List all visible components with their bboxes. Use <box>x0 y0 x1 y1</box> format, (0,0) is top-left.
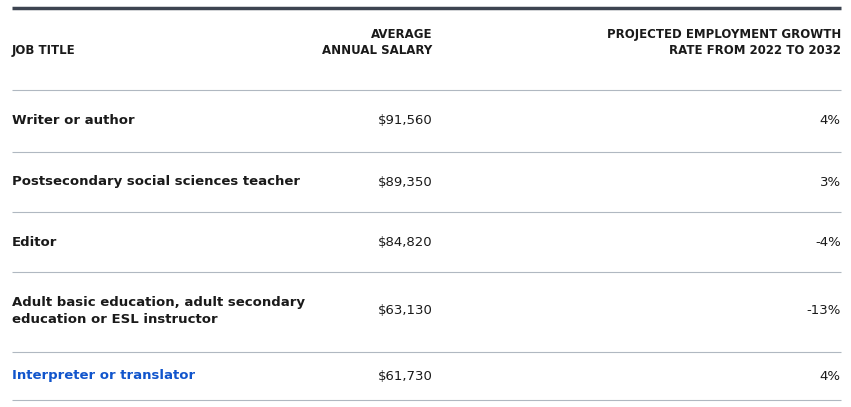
Text: $84,820: $84,820 <box>378 236 432 249</box>
Text: Editor: Editor <box>12 236 57 249</box>
Text: AVERAGE: AVERAGE <box>371 28 432 41</box>
Text: $89,350: $89,350 <box>378 175 432 188</box>
Text: JOB TITLE: JOB TITLE <box>12 44 76 57</box>
Text: 4%: 4% <box>820 370 841 383</box>
Text: Adult basic education, adult secondary
education or ESL instructor: Adult basic education, adult secondary e… <box>12 296 305 326</box>
Text: Writer or author: Writer or author <box>12 114 134 127</box>
Text: $61,730: $61,730 <box>378 370 432 383</box>
Text: RATE FROM 2022 TO 2032: RATE FROM 2022 TO 2032 <box>669 44 841 57</box>
Text: $91,560: $91,560 <box>378 114 432 127</box>
Text: -13%: -13% <box>807 304 841 317</box>
Text: 3%: 3% <box>820 175 841 188</box>
Text: Postsecondary social sciences teacher: Postsecondary social sciences teacher <box>12 175 300 188</box>
Text: 4%: 4% <box>820 114 841 127</box>
Text: $63,130: $63,130 <box>378 304 432 317</box>
Text: Interpreter or translator: Interpreter or translator <box>12 370 195 383</box>
Text: PROJECTED EMPLOYMENT GROWTH: PROJECTED EMPLOYMENT GROWTH <box>607 28 841 41</box>
Text: -4%: -4% <box>815 236 841 249</box>
Text: ANNUAL SALARY: ANNUAL SALARY <box>322 44 432 57</box>
